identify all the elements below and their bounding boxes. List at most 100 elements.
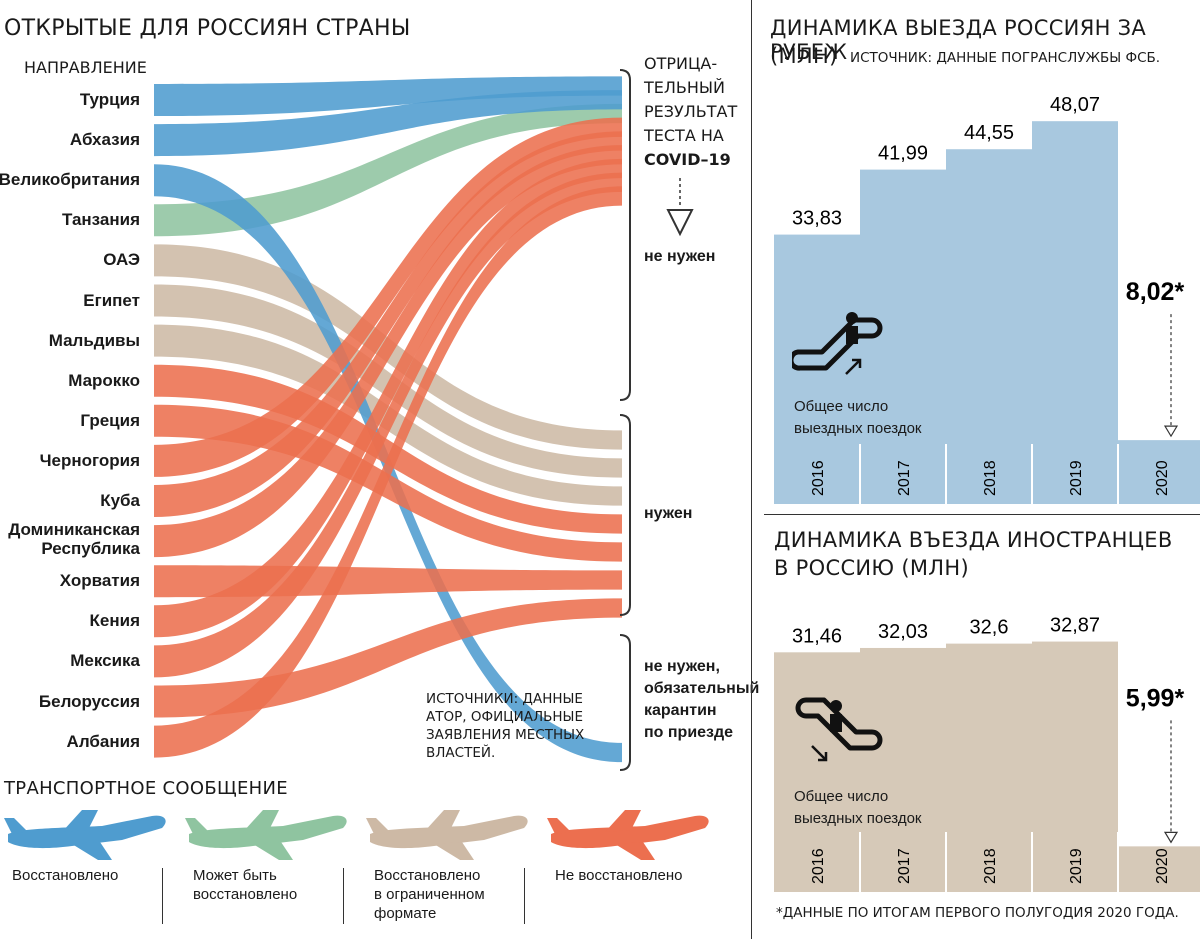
year-label: 2016 [810, 460, 827, 496]
group-needed: нужен [644, 505, 693, 522]
legend-label: Не восстановлено [555, 867, 683, 884]
flow-band [154, 145, 622, 558]
flow-band [154, 117, 622, 477]
group-quarantine: не нужен, обязательный карантин по приез… [644, 656, 759, 744]
legend-divider [343, 868, 344, 924]
flow-band [154, 186, 622, 758]
left-title: ОТКРЫТЫЕ ДЛЯ РОССИЯН СТРАНЫ [4, 16, 411, 41]
test-header-line: ТЕЛЬНЫЙ [644, 78, 726, 97]
flow-band [154, 131, 622, 517]
country-label: Белоруссия [38, 691, 140, 711]
bar [774, 652, 860, 892]
value-label: 32,03 [878, 621, 928, 643]
legend-divider [162, 868, 163, 924]
group-quarantine-line: обязательный [644, 680, 760, 697]
direction-label: НАПРАВЛЕНИЕ [24, 58, 147, 77]
group-quarantine-line: карантин [644, 702, 717, 719]
panel-divider [751, 0, 752, 939]
pointer-arrow [1163, 425, 1179, 438]
down-arrow-icon [666, 178, 694, 237]
value-label: 31,46 [792, 625, 842, 647]
airplane-icon [366, 810, 528, 860]
year-label: 2019 [1068, 848, 1085, 884]
outbound-title-unit: (МЛН) [770, 44, 838, 68]
flow-band [154, 172, 622, 678]
flow-band [154, 364, 622, 534]
country-label: Египет [83, 290, 140, 310]
country-label: Албания [66, 731, 140, 751]
inbound-bar-chart: 2016 31,46 2017 32,03 2018 32,6 2019 32,87 2020 5… [774, 615, 1200, 892]
country-label: Турция [79, 90, 140, 109]
year-label: 2017 [896, 848, 913, 884]
inbound-caption-line: выездных поездок [794, 810, 922, 827]
flow-band [154, 103, 622, 237]
bar [1032, 641, 1118, 892]
outbound-title: ДИНАМИКА ВЫЕЗДА РОССИЯН ЗА РУБЕЖ [770, 16, 1147, 64]
value-label: 32,87 [1050, 615, 1100, 637]
legend-label: Восстановлено [12, 867, 119, 884]
country-label: Кения [89, 611, 140, 631]
group-quarantine-line: по приезде [644, 724, 734, 741]
country-label: Танзания [61, 210, 140, 230]
flow-band [154, 158, 622, 638]
year-label: 2019 [1068, 460, 1085, 496]
year-label: 2017 [896, 460, 913, 496]
country-label: Черногория [39, 450, 140, 470]
inbound-caption: Общее число выездных поездок [794, 786, 921, 830]
inbound-caption-line: Общее число [794, 788, 889, 805]
pointer-arrow [1163, 831, 1179, 844]
flow-band [154, 404, 622, 562]
inbound-title: ДИНАМИКА ВЪЕЗДА ИНОСТРАНЦЕВ [774, 528, 1173, 552]
country-label: Доминиканская Республика [8, 520, 140, 559]
section-divider [764, 514, 1200, 515]
test-header-line: ТЕСТА НА [644, 126, 724, 145]
country-label: Марокко [68, 370, 140, 390]
sources-line: ЗАЯВЛЕНИЯ МЕСТНЫХ [426, 727, 585, 743]
airplane-icon [185, 810, 347, 860]
escalator-up-icon [792, 312, 883, 375]
value-label: 8,02* [1126, 278, 1185, 306]
outbound-source: ИСТОЧНИК: ДАННЫЕ ПОГРАНСЛУЖБЫ ФСБ. [850, 50, 1161, 66]
country-label: Мексика [70, 651, 140, 671]
transport-title: ТРАНСПОРТНОЕ СООБЩЕНИЕ [4, 778, 288, 799]
year-label: 2018 [982, 848, 999, 884]
country-label: Абхазия [69, 130, 140, 150]
value-label: 5,99* [1126, 684, 1185, 712]
flow-band [154, 284, 622, 478]
test-header-line: ОТРИЦА- [644, 54, 718, 73]
flow-band [154, 76, 622, 116]
country-label: Хорватия [59, 571, 140, 591]
test-header-line: РЕЗУЛЬТАТ [644, 102, 738, 121]
outbound-caption-line: выездных поездок [794, 420, 922, 437]
flow-band [154, 90, 622, 157]
legend-divider [524, 868, 525, 924]
outbound-bar-chart: 2016 33,83 2017 41,99 2018 44,55 2019 48,07 2020… [774, 94, 1200, 505]
test-header-covid: COVID–19 [644, 150, 731, 169]
country-label: Греция [80, 410, 140, 430]
bar [946, 149, 1032, 504]
airplane-icon [4, 810, 166, 860]
airplane-icon [547, 810, 709, 860]
test-header: ОТРИЦА- ТЕЛЬНЫЙ РЕЗУЛЬТАТ ТЕСТА НА COVID… [644, 52, 737, 172]
year-label: 2018 [982, 460, 999, 496]
outbound-caption: Общее число выездных поездок [794, 396, 921, 440]
sources-line: АТОР, ОФИЦИАЛЬНЫЕ [426, 709, 583, 725]
value-label: 32,6 [970, 617, 1009, 639]
value-label: 44,55 [964, 122, 1014, 144]
bar [860, 647, 946, 892]
country-label: Мальдивы [48, 330, 140, 350]
country-label: Куба [100, 491, 140, 510]
bar [1032, 121, 1118, 505]
group-quarantine-line: не нужен, [644, 658, 720, 675]
sources-line: ИСТОЧНИКИ: ДАННЫЕ [426, 691, 583, 707]
value-label: 33,83 [792, 208, 842, 230]
group-brackets [619, 69, 631, 771]
value-label: 48,07 [1050, 94, 1100, 116]
country-label: Великобритания [0, 170, 140, 190]
sankey-flows [154, 76, 622, 763]
bar [1118, 846, 1200, 892]
bar [1118, 440, 1200, 504]
outbound-caption-line: Общее число [794, 398, 889, 415]
group-not-needed: не нужен [644, 248, 716, 265]
footnote: *ДАННЫЕ ПО ИТОГАМ ПЕРВОГО ПОЛУГОДИЯ 2020… [776, 905, 1179, 921]
